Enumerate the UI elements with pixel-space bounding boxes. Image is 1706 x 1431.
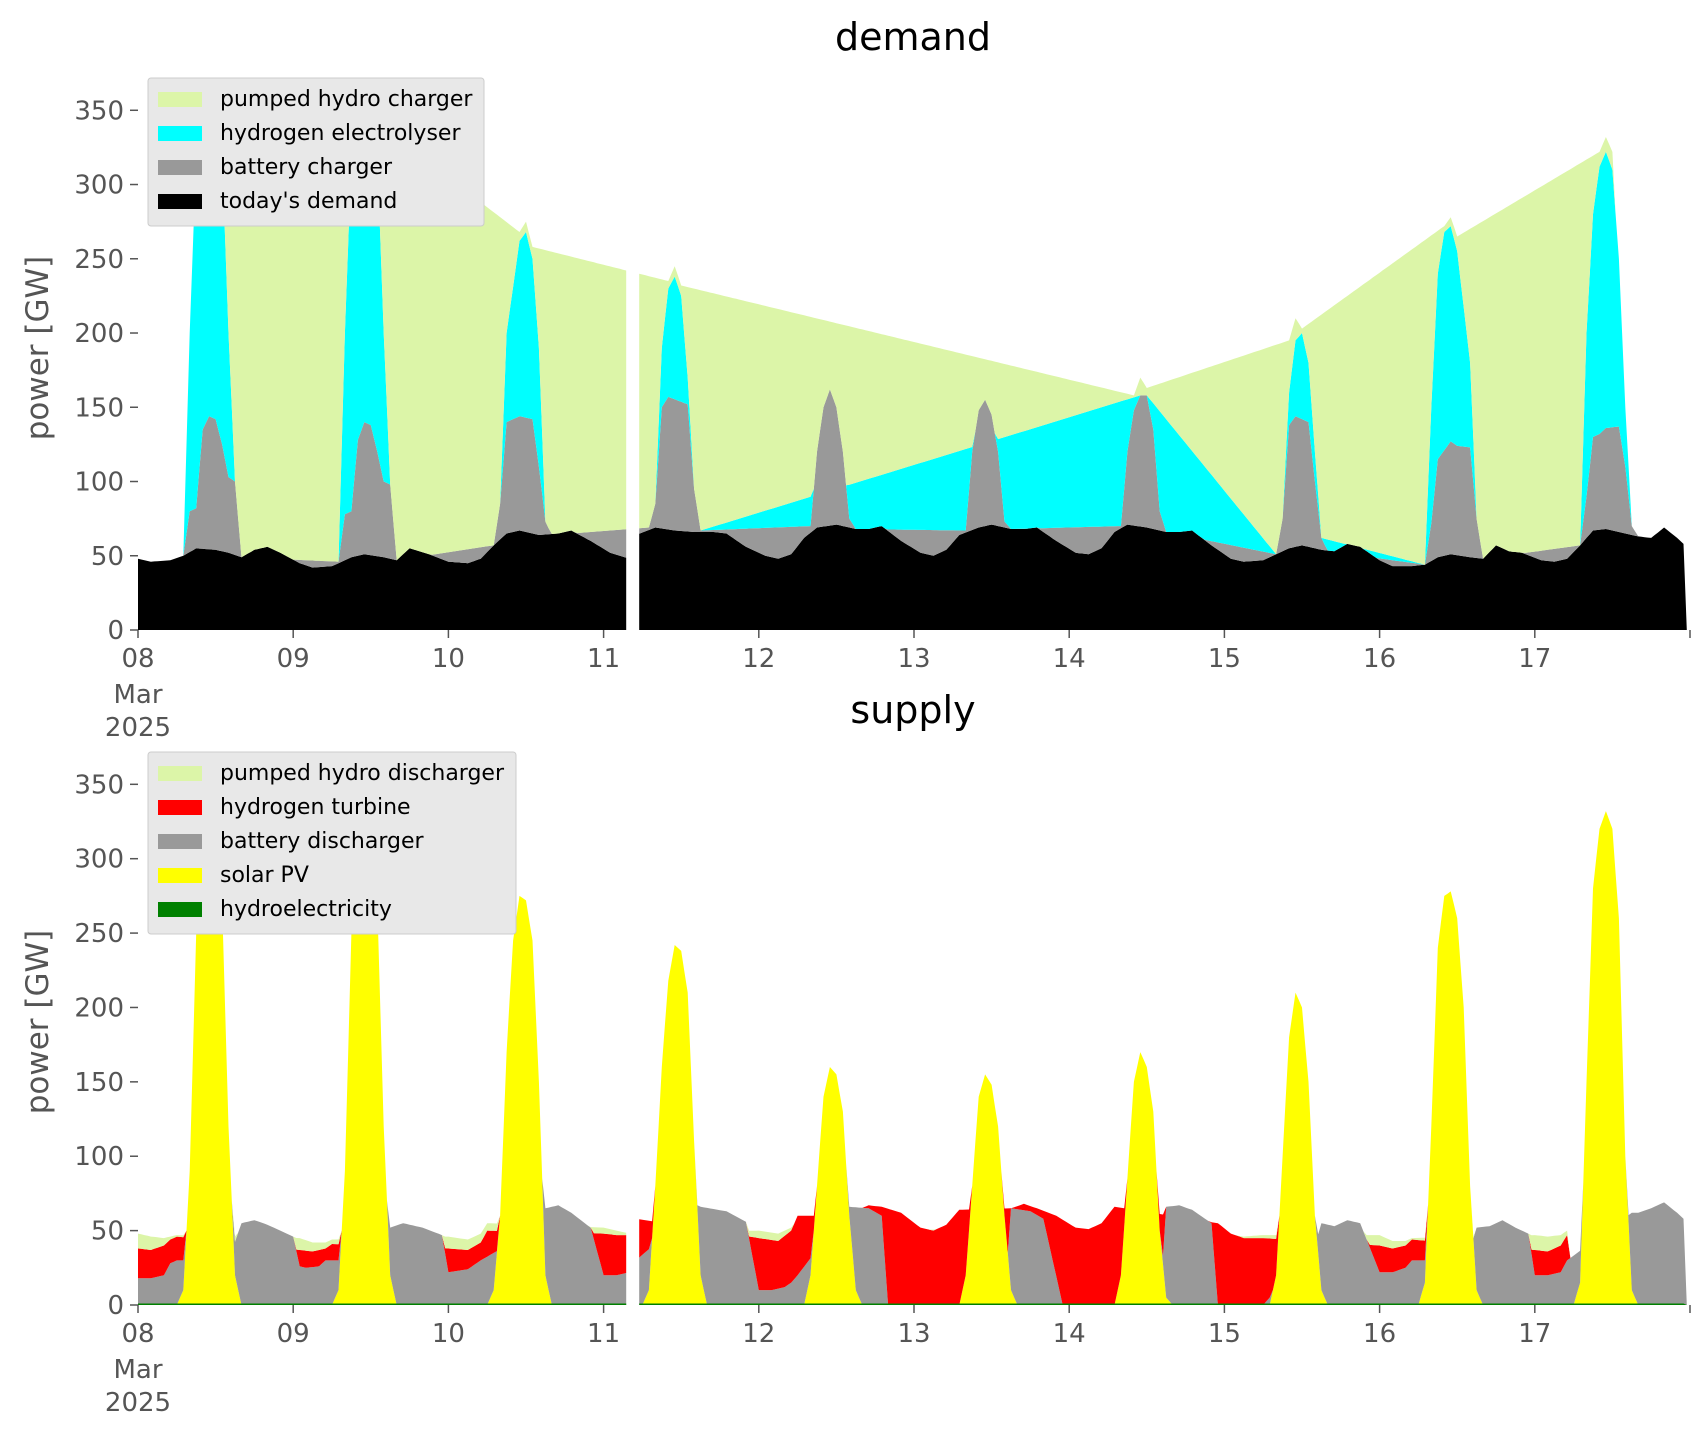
- demand-ytick-label: 350: [74, 96, 124, 126]
- supply-legend: pumped hydro discharger hydrogen turbine b…: [147, 751, 517, 935]
- demand-xtick-label: 17: [1518, 644, 1551, 674]
- supply-ytick-label: 300: [74, 845, 124, 875]
- demand-xtick-label: 11: [587, 644, 620, 674]
- supply-xtick-label: 08: [121, 1319, 154, 1349]
- demand-legend-swatch-today-s-demand: [158, 194, 202, 209]
- supply-legend-label-hydroelectricity: hydroelectricity: [220, 897, 392, 922]
- supply-xtick-label: 09: [277, 1319, 310, 1349]
- supply-area-solar-pv-1: [639, 811, 1687, 1305]
- demand-ylabel: power [GW]: [20, 256, 56, 441]
- supply-area-hydroelectricity-0: [138, 1303, 627, 1305]
- supply-panel: supply power [GW] 050100150200250300350 …: [20, 688, 1691, 1418]
- supply-area-battery-discharger-0: [138, 776, 627, 1305]
- supply-title: supply: [850, 688, 975, 732]
- supply-xtick-label: 13: [897, 1319, 930, 1349]
- demand-legend-label-pumped-hydro-charger: pumped hydro charger: [220, 87, 473, 112]
- supply-legend-swatch-solar-pv: [158, 868, 202, 883]
- demand-xtick-sublabel: Mar: [113, 680, 162, 710]
- demand-area-battery-charger-0: [138, 416, 627, 568]
- demand-ytick-label: 250: [74, 245, 124, 275]
- supply-legend-swatch-pumped-hydro-discharger: [158, 766, 202, 781]
- demand-xtick-label: 14: [1053, 644, 1086, 674]
- demand-legend: pumped hydro charger hydrogen electrolyse…: [147, 77, 485, 227]
- supply-ytick-label: 200: [74, 993, 124, 1023]
- demand-area-today-s-demand-1: [639, 524, 1687, 630]
- supply-area-battery-discharger-1: [639, 811, 1687, 1305]
- demand-legend-label-today-s-demand: today's demand: [220, 189, 397, 214]
- supply-legend-label-solar-pv: solar PV: [220, 863, 309, 888]
- demand-xtick-label: 16: [1363, 644, 1396, 674]
- demand-area-pumped-hydro-charger-1: [639, 137, 1687, 630]
- supply-xtick-label: 11: [587, 1319, 620, 1349]
- demand-xtick-sublabel: 2025: [105, 713, 171, 743]
- supply-xtick-label: 10: [432, 1319, 465, 1349]
- demand-ytick-label: 200: [74, 319, 124, 349]
- supply-xtick-label: 16: [1363, 1319, 1396, 1349]
- demand-ytick-label: 50: [91, 542, 124, 572]
- supply-legend-label-hydrogen-turbine: hydrogen turbine: [220, 795, 411, 820]
- supply-legend-label-battery-discharger: battery discharger: [220, 829, 425, 854]
- supply-xtick-label: 15: [1208, 1319, 1241, 1349]
- supply-xtick-label: 17: [1518, 1319, 1551, 1349]
- demand-legend-swatch-pumped-hydro-charger: [158, 92, 202, 107]
- supply-y-axis: 0 50 100 150 200 250 300 350: [74, 770, 138, 1321]
- demand-legend-swatch-battery-charger: [158, 160, 202, 175]
- demand-panel: demand power [GW] 050100150200250300350 …: [20, 15, 1691, 743]
- demand-y-axis: 0 50 100 150 200 250 300 350: [74, 96, 138, 646]
- demand-legend-label-battery-charger: battery charger: [220, 155, 393, 180]
- supply-xtick-sublabel: Mar: [113, 1355, 162, 1385]
- demand-ytick-label: 300: [74, 171, 124, 201]
- supply-legend-swatch-hydroelectricity: [158, 902, 202, 917]
- demand-area-hydrogen-electrolyser-1: [639, 151, 1687, 630]
- supply-xtick-label: 12: [742, 1319, 775, 1349]
- demand-ytick-label: 0: [107, 616, 124, 646]
- supply-plot-area: [138, 776, 1687, 1305]
- supply-legend-box: [147, 751, 517, 935]
- demand-ytick-label: 100: [74, 468, 124, 498]
- demand-xtick-label: 10: [432, 644, 465, 674]
- supply-area-hydroelectricity-1: [639, 1303, 1687, 1305]
- supply-ytick-label: 100: [74, 1142, 124, 1172]
- supply-legend-swatch-hydrogen-turbine: [158, 800, 202, 815]
- supply-legend-swatch-battery-discharger: [158, 834, 202, 849]
- demand-area-today-s-demand-0: [138, 530, 627, 630]
- demand-title: demand: [835, 15, 991, 59]
- supply-ytick-label: 0: [107, 1291, 124, 1321]
- demand-legend-label-hydrogen-electrolyser: hydrogen electrolyser: [220, 121, 461, 146]
- supply-ytick-label: 350: [74, 770, 124, 800]
- supply-xtick-sublabel: 2025: [105, 1388, 171, 1418]
- demand-xtick-label: 13: [897, 644, 930, 674]
- demand-xtick-label: 08: [121, 644, 154, 674]
- supply-ylabel: power [GW]: [20, 930, 56, 1115]
- supply-ytick-label: 50: [91, 1217, 124, 1247]
- demand-area-hydrogen-electrolyser-0: [138, 117, 627, 562]
- supply-area-hydrogen-turbine-1: [639, 811, 1687, 1305]
- supply-legend-label-pumped-hydro-discharger: pumped hydro discharger: [220, 761, 505, 786]
- demand-legend-box: [147, 77, 485, 227]
- demand-legend-swatch-hydrogen-electrolyser: [158, 126, 202, 141]
- supply-xtick-label: 14: [1053, 1319, 1086, 1349]
- demand-xtick-label: 15: [1208, 644, 1241, 674]
- supply-area-solar-pv-0: [138, 776, 627, 1305]
- demand-xtick-label: 09: [277, 644, 310, 674]
- demand-xtick-label: 12: [742, 644, 775, 674]
- demand-ytick-label: 150: [74, 393, 124, 423]
- supply-ytick-label: 150: [74, 1068, 124, 1098]
- supply-ytick-label: 250: [74, 919, 124, 949]
